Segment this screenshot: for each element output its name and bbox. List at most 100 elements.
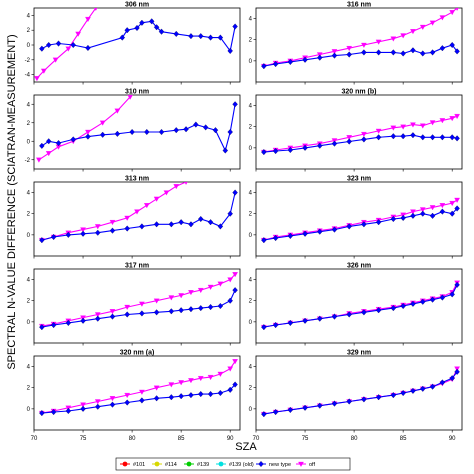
data-point xyxy=(232,272,238,278)
y-tick-label: 2 xyxy=(249,38,253,44)
data-point xyxy=(410,209,416,215)
data-point xyxy=(99,131,106,138)
data-point xyxy=(139,310,145,317)
data-point xyxy=(139,389,145,395)
data-point xyxy=(80,317,86,324)
data-point xyxy=(153,221,160,228)
x-tick-label: 70 xyxy=(31,436,38,442)
series-line xyxy=(263,8,458,67)
data-point xyxy=(139,223,145,230)
panel-title: 326 nm xyxy=(347,263,371,270)
data-point xyxy=(302,317,308,324)
data-point xyxy=(217,281,224,287)
y-tick-label: 2 xyxy=(27,212,31,218)
y-tick-label: 4 xyxy=(249,191,253,197)
data-point xyxy=(188,221,194,228)
data-point xyxy=(178,293,184,299)
y-tick-label: 4 xyxy=(249,365,253,371)
data-point xyxy=(439,134,446,141)
legend: #101 #114 #139 #139 (old) new type off xyxy=(115,457,351,471)
x-axis-label: SZA xyxy=(235,441,257,453)
series-line xyxy=(263,208,458,241)
panel-title: 320 nm (b) xyxy=(341,89,376,96)
data-point xyxy=(439,15,446,21)
data-point xyxy=(302,56,308,63)
data-point xyxy=(410,387,416,394)
y-tick-label: 4 xyxy=(27,191,31,197)
data-point xyxy=(227,128,233,136)
data-point xyxy=(46,138,52,145)
data-point xyxy=(410,122,416,128)
series-line xyxy=(41,192,236,241)
legend-label: #139 xyxy=(197,462,209,468)
panel-frame xyxy=(33,7,241,83)
y-tick-label: 0 xyxy=(27,407,31,413)
data-point xyxy=(346,51,352,58)
y-tick-label: 0 xyxy=(249,320,253,326)
legend-marker xyxy=(218,461,224,467)
panel-title: 323 nm xyxy=(347,176,371,183)
data-point xyxy=(153,196,160,202)
data-point xyxy=(85,133,91,140)
data-point xyxy=(331,226,338,233)
x-tick-label: 75 xyxy=(302,436,309,442)
data-point xyxy=(212,127,219,134)
data-point xyxy=(124,392,131,399)
data-point xyxy=(429,212,436,219)
data-point xyxy=(139,19,145,26)
data-point xyxy=(80,402,86,408)
data-point xyxy=(158,128,165,136)
data-point xyxy=(429,205,436,211)
legend-marker xyxy=(122,461,128,467)
data-point xyxy=(455,8,459,11)
data-point xyxy=(188,306,194,313)
data-point xyxy=(70,41,76,49)
legend-label: new type xyxy=(269,462,291,468)
data-point xyxy=(439,203,446,209)
data-point xyxy=(439,118,446,124)
data-point xyxy=(149,18,155,25)
data-point xyxy=(52,57,59,63)
legend-label: #101 xyxy=(133,462,145,468)
data-point xyxy=(95,403,101,410)
data-point xyxy=(188,290,194,296)
data-point xyxy=(287,232,294,239)
data-point xyxy=(400,389,406,397)
data-point xyxy=(227,277,234,283)
data-point xyxy=(80,405,86,412)
data-point xyxy=(429,20,436,26)
data-point xyxy=(198,33,204,40)
panel-title: 317 nm xyxy=(125,263,149,270)
series-line xyxy=(41,360,236,414)
y-tick-label: 0 xyxy=(27,233,31,239)
data-point xyxy=(302,230,308,237)
data-point xyxy=(454,135,460,142)
data-point xyxy=(449,291,455,298)
data-point xyxy=(46,41,52,49)
data-point xyxy=(39,410,45,417)
data-point xyxy=(143,203,150,209)
data-point xyxy=(390,392,397,399)
series-new-type xyxy=(261,41,460,70)
y-tick-label: 0 xyxy=(249,407,253,413)
data-point xyxy=(94,399,101,405)
data-point xyxy=(217,371,224,377)
data-point xyxy=(95,229,101,236)
data-point xyxy=(144,128,150,136)
data-point xyxy=(454,113,460,120)
data-point xyxy=(232,359,238,365)
panel-title: 306 nm xyxy=(125,2,149,9)
y-tick-label: 0 xyxy=(249,233,253,239)
data-point xyxy=(331,52,338,59)
y-tick-label: 2 xyxy=(27,121,31,127)
series-new-type xyxy=(39,101,238,154)
panel-frame xyxy=(255,7,463,83)
panel-title: 310 nm xyxy=(125,89,149,96)
data-point xyxy=(227,297,233,304)
data-point xyxy=(302,404,308,411)
data-point xyxy=(449,200,456,207)
data-point xyxy=(114,108,121,114)
data-point xyxy=(420,385,426,392)
data-point xyxy=(390,49,397,56)
